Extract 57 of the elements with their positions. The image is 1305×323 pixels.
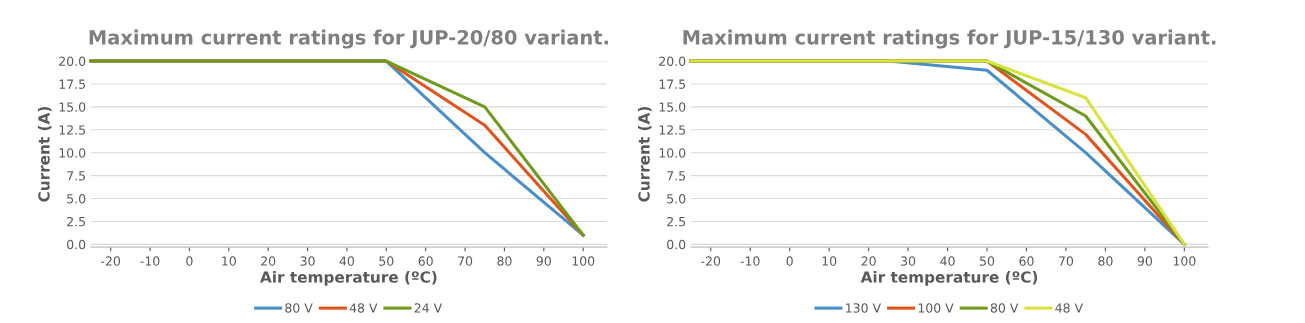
x-tick-label: 70 bbox=[1059, 256, 1074, 266]
legend-label: 48 V bbox=[349, 303, 378, 313]
y-tick-label: 15.0 bbox=[59, 102, 86, 112]
x-tick-label: 0 bbox=[786, 256, 793, 266]
chart-title: Maximum current ratings for JUP-15/130 variant. bbox=[683, 29, 1216, 49]
x-tick-label: 50 bbox=[980, 256, 995, 266]
x-tick-label: 50 bbox=[379, 256, 394, 266]
x-tick-label: 100 bbox=[1173, 256, 1196, 266]
y-tick-label: 7.5 bbox=[667, 171, 686, 181]
y-tick-label: 12.5 bbox=[59, 125, 86, 135]
x-tick-label: 10 bbox=[222, 256, 236, 266]
x-tick-label: 20 bbox=[861, 256, 876, 266]
y-tick-label: 5.0 bbox=[67, 193, 86, 204]
x-tick-label: 20 bbox=[261, 256, 276, 266]
x-tick-label: 40 bbox=[339, 256, 355, 266]
x-tick-label: 90 bbox=[1137, 256, 1153, 266]
x-tick-label: 90 bbox=[536, 256, 551, 266]
y-tick-label: 17.5 bbox=[59, 79, 86, 89]
y-tick-label: 2.5 bbox=[667, 216, 686, 227]
legend-label: 80 V bbox=[990, 303, 1019, 313]
x-tick-label: 30 bbox=[901, 256, 916, 266]
x-tick-label: 80 bbox=[1098, 256, 1113, 266]
x-tick-label: 40 bbox=[940, 256, 955, 266]
legend-label: 130 V bbox=[846, 303, 881, 313]
legend-label: 80 V bbox=[285, 303, 313, 313]
y-tick-label: 15.0 bbox=[659, 102, 686, 112]
x-tick-label: -10 bbox=[140, 256, 160, 266]
x-tick-label: -10 bbox=[740, 256, 760, 266]
x-tick-label: -20 bbox=[701, 256, 721, 266]
x-axis-title: Air temperature (ºC) bbox=[260, 271, 437, 286]
y-tick-label: 17.5 bbox=[659, 79, 686, 89]
y-tick-label: 0.0 bbox=[667, 239, 686, 250]
x-tick-label: 30 bbox=[300, 256, 315, 266]
legend-label: 24 V bbox=[414, 303, 443, 313]
x-axis-title: Air temperature (ºC) bbox=[860, 271, 1038, 286]
y-tick-label: 20.0 bbox=[659, 56, 686, 66]
y-tick-label: 12.5 bbox=[659, 125, 686, 135]
x-tick-label: -20 bbox=[101, 256, 121, 266]
x-tick-label: 10 bbox=[822, 256, 837, 266]
y-tick-label: 10.0 bbox=[659, 148, 686, 158]
legend-label: 48 V bbox=[1055, 303, 1083, 313]
x-tick-label: 60 bbox=[1019, 256, 1034, 266]
y-axis-title: Current (A) bbox=[37, 106, 52, 202]
x-tick-label: 0 bbox=[186, 256, 193, 266]
chart-title: Maximum current ratings for JUP-20/80 variant. bbox=[89, 29, 608, 49]
y-tick-label: 7.5 bbox=[67, 171, 86, 181]
y-axis-title: Current (A) bbox=[637, 106, 652, 202]
legend-label: 100 V bbox=[918, 303, 954, 313]
x-tick-label: 100 bbox=[572, 256, 595, 266]
x-tick-label: 70 bbox=[458, 256, 473, 266]
y-tick-label: 20.0 bbox=[59, 56, 86, 66]
x-tick-label: 60 bbox=[418, 256, 433, 266]
x-tick-label: 80 bbox=[497, 256, 512, 266]
y-tick-label: 5.0 bbox=[667, 193, 686, 204]
y-tick-label: 10.0 bbox=[59, 148, 86, 158]
y-tick-label: 0.0 bbox=[67, 239, 86, 250]
y-tick-label: 2.5 bbox=[67, 216, 86, 227]
